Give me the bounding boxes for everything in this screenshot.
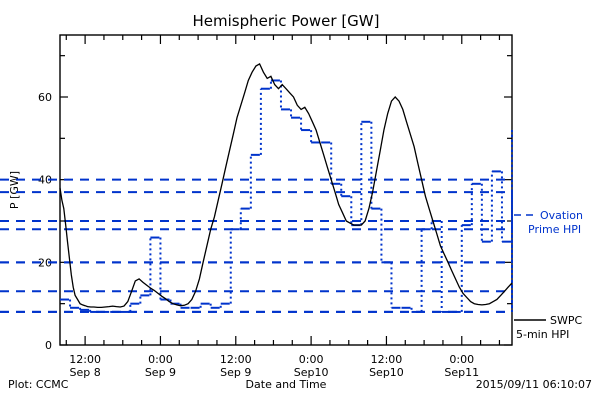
legend-ovation-label-2: Prime HPI: [528, 223, 581, 236]
x-tick-time: 0:00: [148, 353, 173, 366]
x-tick-time: 12:00: [220, 353, 252, 366]
y-tick-label: 20: [38, 256, 52, 269]
x-axis-label: Date and Time: [246, 378, 327, 391]
y-tick-label: 40: [38, 174, 52, 187]
legend-ovation-label-1: Ovation: [540, 209, 583, 222]
y-axis-ticks: 0 20 40 60: [38, 55, 512, 352]
x-tick-date: Sep11: [444, 366, 479, 379]
x-tick-time: 12:00: [371, 353, 403, 366]
legend-swpc-label-2: 5-min HPI: [516, 328, 569, 341]
plot-frame: [59, 34, 513, 346]
series-swpc-5min-hpi: [59, 62, 513, 309]
x-tick-date: Sep 8: [69, 366, 100, 379]
series-ovation-prime-hpi: [0, 79, 513, 313]
footer-plot-credit: Plot: CCMC: [8, 378, 69, 391]
legend: Ovation Prime HPI SWPC 5-min HPI: [514, 209, 583, 341]
y-tick-label: 60: [38, 91, 52, 104]
x-tick-date: Sep10: [294, 366, 329, 379]
y-axis-label: P [GW]: [8, 171, 21, 209]
x-tick-time: 0:00: [299, 353, 324, 366]
x-tick-date: Sep10: [369, 366, 404, 379]
y-tick-label: 0: [45, 339, 52, 352]
legend-swpc-label-1: SWPC: [550, 314, 582, 327]
footer-timestamp: 2015/09/11 06:10:07: [476, 378, 592, 391]
page-title: Hemispheric Power [GW]: [193, 12, 380, 30]
x-tick-time: 12:00: [69, 353, 101, 366]
x-tick-date: Sep 9: [220, 366, 251, 379]
x-tick-time: 0:00: [449, 353, 474, 366]
x-tick-date: Sep 9: [145, 366, 176, 379]
